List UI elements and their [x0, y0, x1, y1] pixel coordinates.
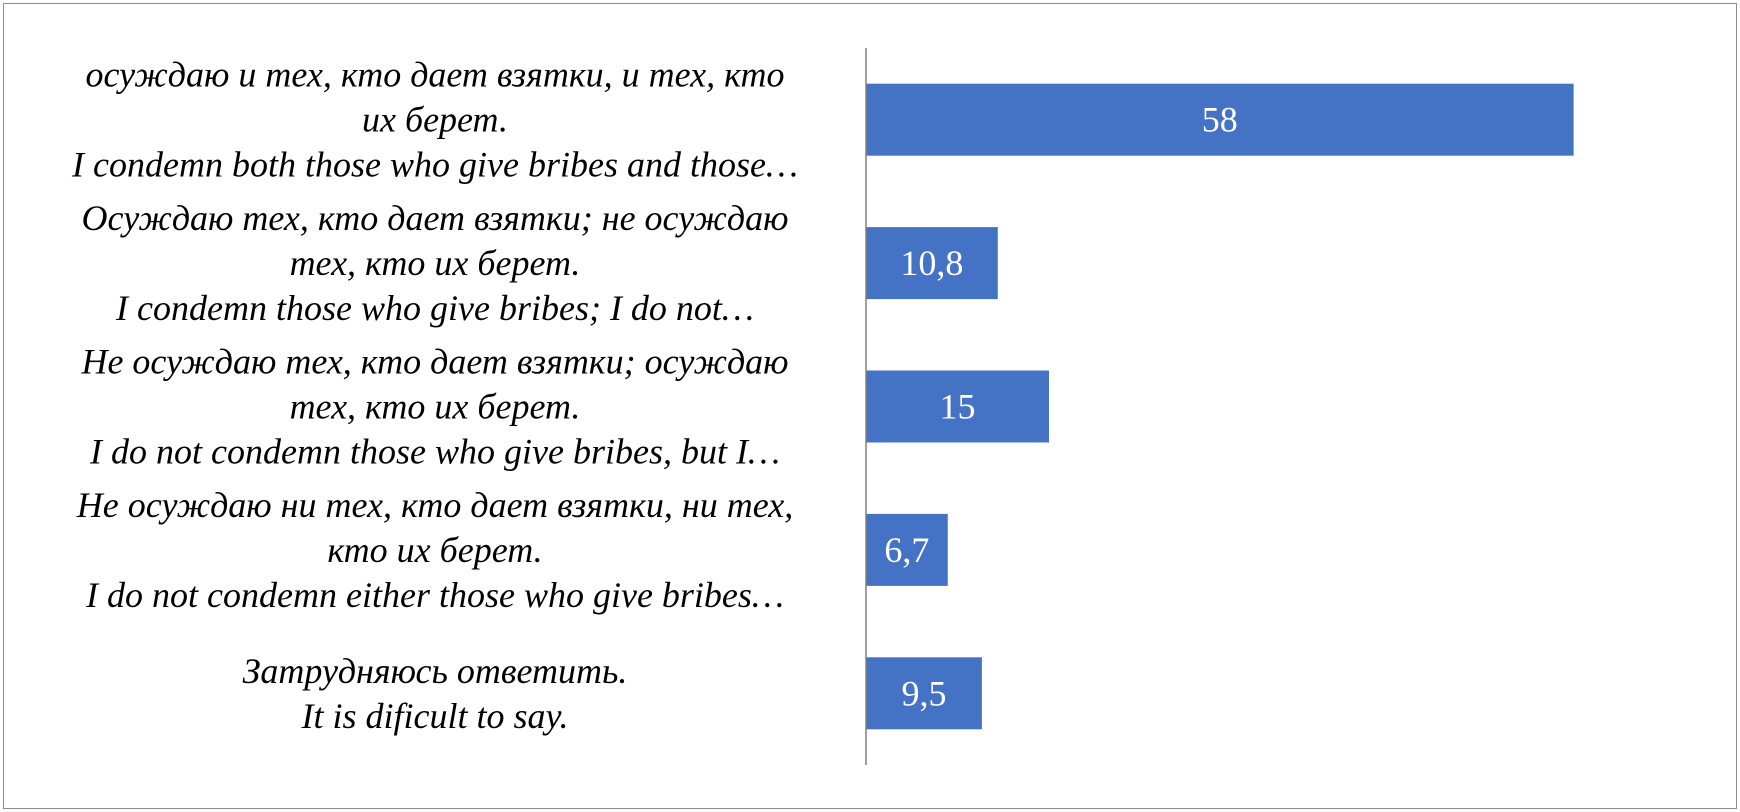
category-label-line: It is dificult to say.	[301, 696, 569, 736]
category-label-line: Не осуждаю ни тех, кто дает взятки, ни т…	[76, 485, 793, 525]
category-label-line: I condemn both those who give bribes and…	[71, 145, 798, 185]
bar-3	[866, 513, 948, 586]
category-label-line: осуждаю и тех, кто дает взятки, и тех, к…	[85, 55, 784, 95]
category-label-line: Осуждаю тех, кто дает взятки; не осуждаю	[82, 198, 789, 238]
category-label-line: тех, кто их берет.	[290, 243, 581, 283]
category-label-line: I condemn those who give bribes; I do no…	[115, 288, 754, 328]
category-label-2: Не осуждаю тех, кто дает взятки; осуждаю…	[80, 342, 788, 472]
category-label-line: I do not condemn those who give bribes, …	[89, 432, 780, 472]
category-label-line: I do not condemn either those who give b…	[85, 575, 784, 615]
bar-1	[866, 227, 998, 300]
category-label-line: их берет.	[362, 100, 508, 140]
category-label-line: Затрудняюсь ответить.	[243, 651, 628, 691]
bar-value-label-0: 58	[1202, 100, 1238, 140]
category-label-4: Затрудняюсь ответить. It is dificult to s…	[243, 651, 628, 736]
category-label-1: Осуждаю тех, кто дает взятки; не осуждаю…	[82, 198, 789, 328]
category-label-3: Не осуждаю ни тех, кто дает взятки, ни т…	[76, 485, 793, 615]
category-label-line: кто их берет.	[327, 530, 542, 570]
bar-2	[866, 370, 1049, 443]
bar-value-label-3: 6,7	[884, 530, 929, 570]
bar-0	[866, 83, 1574, 156]
bar-value-label-1: 10,8	[900, 243, 963, 283]
bar-value-label-4: 9,5	[901, 673, 946, 713]
bar-4	[866, 657, 982, 730]
category-label-0: осуждаю и тех, кто дает взятки, и тех, к…	[71, 55, 798, 185]
bar-value-label-2: 15	[940, 387, 976, 427]
category-label-line: тех, кто их берет.	[290, 387, 581, 427]
category-label-line: Не осуждаю тех, кто дает взятки; осуждаю	[80, 342, 788, 382]
